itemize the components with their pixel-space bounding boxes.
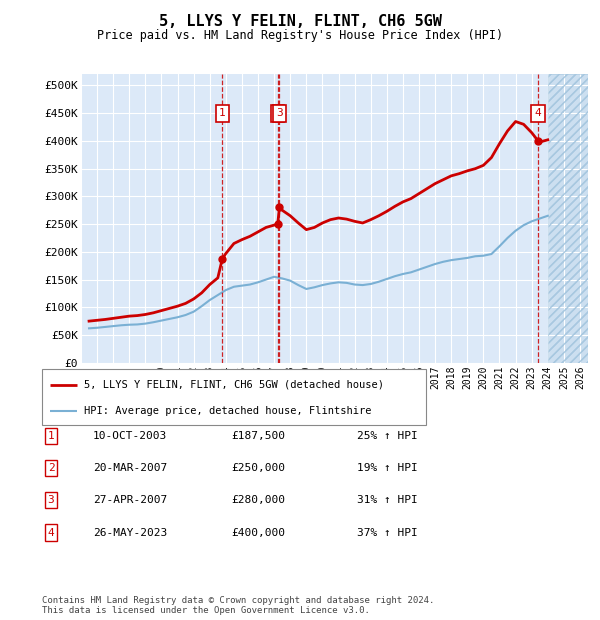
Text: Contains HM Land Registry data © Crown copyright and database right 2024.
This d: Contains HM Land Registry data © Crown c… xyxy=(42,596,434,615)
Bar xyxy=(548,74,588,363)
Text: 20-MAR-2007: 20-MAR-2007 xyxy=(93,463,167,473)
Text: 5, LLYS Y FELIN, FLINT, CH6 5GW (detached house): 5, LLYS Y FELIN, FLINT, CH6 5GW (detache… xyxy=(84,379,384,389)
Text: 31% ↑ HPI: 31% ↑ HPI xyxy=(357,495,418,505)
Text: 2: 2 xyxy=(274,108,281,118)
Text: 25% ↑ HPI: 25% ↑ HPI xyxy=(357,431,418,441)
Text: £280,000: £280,000 xyxy=(231,495,285,505)
Text: 10-OCT-2003: 10-OCT-2003 xyxy=(93,431,167,441)
Text: £400,000: £400,000 xyxy=(231,528,285,538)
Text: 37% ↑ HPI: 37% ↑ HPI xyxy=(357,528,418,538)
Text: 4: 4 xyxy=(535,108,541,118)
Text: 1: 1 xyxy=(47,431,55,441)
Text: 1: 1 xyxy=(219,108,226,118)
Text: 19% ↑ HPI: 19% ↑ HPI xyxy=(357,463,418,473)
Text: £187,500: £187,500 xyxy=(231,431,285,441)
Text: 2: 2 xyxy=(47,463,55,473)
Text: 5, LLYS Y FELIN, FLINT, CH6 5GW: 5, LLYS Y FELIN, FLINT, CH6 5GW xyxy=(158,14,442,29)
Text: HPI: Average price, detached house, Flintshire: HPI: Average price, detached house, Flin… xyxy=(84,405,372,416)
Text: Price paid vs. HM Land Registry's House Price Index (HPI): Price paid vs. HM Land Registry's House … xyxy=(97,30,503,42)
Text: 26-MAY-2023: 26-MAY-2023 xyxy=(93,528,167,538)
Text: 3: 3 xyxy=(47,495,55,505)
Bar xyxy=(548,74,588,363)
Text: 27-APR-2007: 27-APR-2007 xyxy=(93,495,167,505)
Text: £250,000: £250,000 xyxy=(231,463,285,473)
Text: 3: 3 xyxy=(276,108,283,118)
Text: 4: 4 xyxy=(47,528,55,538)
